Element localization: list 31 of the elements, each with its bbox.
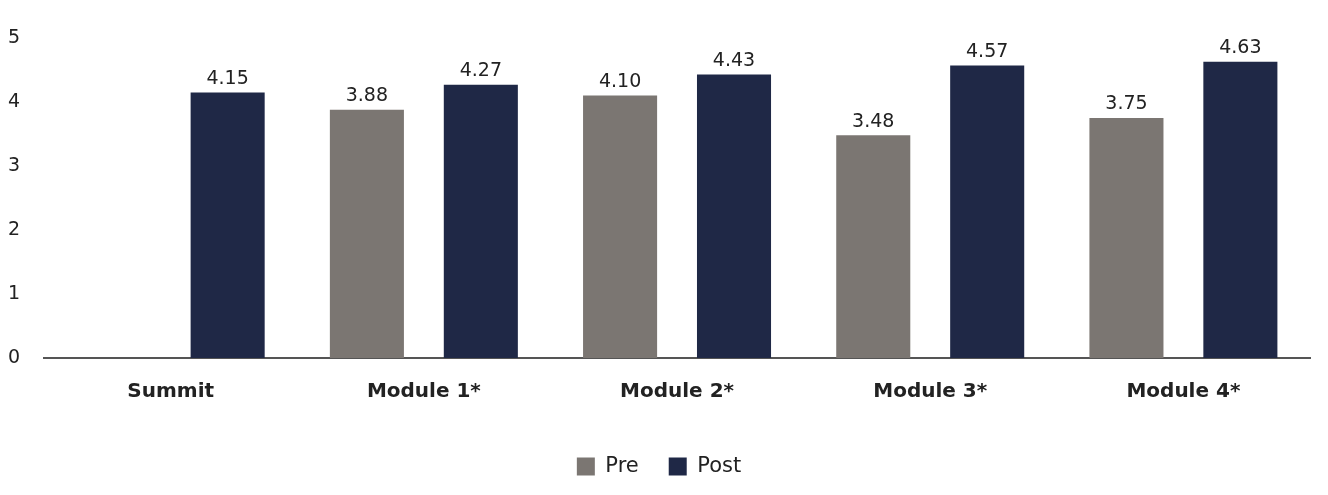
x-tick-label: Module 2* <box>620 378 735 403</box>
legend-label: Post <box>697 452 742 477</box>
data-label: 4.10 <box>598 69 642 92</box>
data-label: 4.43 <box>712 47 756 70</box>
data-label: 4.63 <box>1219 35 1262 58</box>
legend-label: Pre <box>605 452 639 477</box>
bar <box>190 92 265 358</box>
data-label: 4.57 <box>966 38 1009 61</box>
x-tick-label: Module 3* <box>873 378 988 403</box>
x-tick-label: Module 4* <box>1126 378 1241 403</box>
data-label: 3.75 <box>1105 91 1148 114</box>
bar <box>329 109 404 358</box>
data-label: 3.48 <box>852 108 895 131</box>
y-tick-label: 3 <box>8 152 21 175</box>
bar <box>836 135 911 358</box>
y-tick-label: 2 <box>8 216 21 239</box>
y-tick-label: 5 <box>8 24 21 47</box>
y-tick-label: 4 <box>8 88 21 111</box>
data-label: 4.27 <box>459 58 502 81</box>
bar <box>443 84 518 358</box>
y-tick-label: 0 <box>8 344 21 367</box>
x-tick-label: Summit <box>127 378 215 403</box>
bar <box>583 95 658 358</box>
y-tick-label: 1 <box>8 280 21 303</box>
data-label: 3.88 <box>345 83 389 106</box>
x-tick-label: Module 1* <box>366 378 482 403</box>
bar <box>950 65 1025 358</box>
bar <box>1089 118 1164 358</box>
data-label: 4.15 <box>206 65 249 88</box>
bar <box>1203 61 1278 358</box>
bar <box>696 74 772 358</box>
